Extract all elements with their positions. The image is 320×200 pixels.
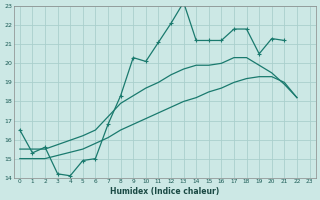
X-axis label: Humidex (Indice chaleur): Humidex (Indice chaleur) <box>110 187 219 196</box>
